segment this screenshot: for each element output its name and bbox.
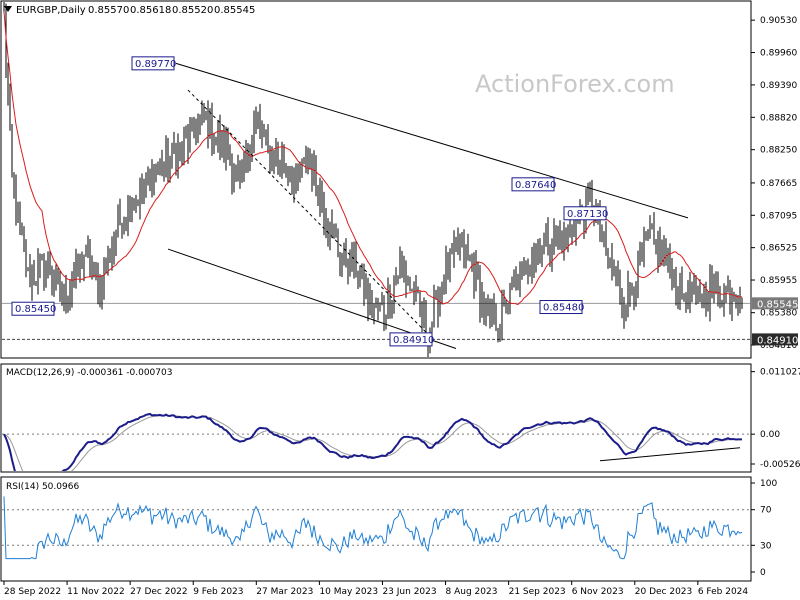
price-panel-frame bbox=[0, 0, 752, 359]
price-tick-label: 0.85380 bbox=[760, 309, 797, 319]
time-axis: 28 Sep 2022 11 Nov 2022 27 Dec 2022 9 Feb 2… bbox=[3, 581, 749, 597]
rsi-axis: 100 70 30 0 bbox=[751, 479, 777, 578]
current-price-label: 0.85545 bbox=[757, 299, 798, 310]
ohlc-low: 0.85520 bbox=[172, 5, 213, 16]
rsi-tick-label: 0 bbox=[760, 568, 766, 578]
rsi-tick-label: 70 bbox=[760, 506, 772, 516]
time-tick-label: 6 Feb 2024 bbox=[698, 587, 749, 597]
rsi-line bbox=[3, 496, 743, 560]
price-tick-label: 0.85955 bbox=[760, 276, 797, 286]
price-title: EURGBP,Daily 0.85570 0.85618 0.85520 0.8… bbox=[4, 5, 255, 16]
macd-trendline bbox=[599, 447, 741, 462]
macd-lines bbox=[3, 412, 743, 471]
symbol-label: EURGBP,Daily bbox=[16, 5, 86, 16]
macd-axis: 0.011027 0.00 -0.005267 bbox=[751, 368, 800, 470]
annotation-label: 0.84910 bbox=[393, 335, 434, 346]
support-price-badge bbox=[752, 333, 798, 346]
current-price-badge bbox=[752, 297, 798, 310]
annotation-box bbox=[389, 332, 433, 347]
annotation-box bbox=[131, 56, 175, 71]
price-tick-label: 0.89390 bbox=[760, 81, 797, 91]
rsi-tick-label: 100 bbox=[760, 479, 777, 489]
panel-frames bbox=[0, 0, 752, 582]
ohlc-open: 0.85570 bbox=[88, 5, 129, 16]
annotation-box bbox=[563, 206, 607, 221]
collapse-arrow-icon[interactable] bbox=[4, 6, 12, 12]
time-tick-label: 23 Jun 2023 bbox=[382, 587, 436, 597]
rsi-line-path bbox=[3, 496, 743, 560]
rsi-panel-frame bbox=[0, 476, 752, 582]
ohlc-close: 0.85545 bbox=[214, 5, 255, 16]
time-tick-label: 20 Dec 2023 bbox=[635, 587, 693, 597]
price-axis: 0.90530 0.89960 0.89390 0.88820 0.88250 0.876… bbox=[751, 16, 798, 351]
watermark-text: ActionForex.com bbox=[475, 70, 675, 98]
time-tick-label: 9 Feb 2023 bbox=[193, 587, 243, 597]
price-tick-label: 0.88820 bbox=[760, 113, 797, 123]
macd-main-line bbox=[3, 412, 743, 471]
ohlc-high: 0.85618 bbox=[130, 5, 171, 16]
annotation-label: 0.85480 bbox=[543, 303, 584, 314]
macd-signal-line bbox=[3, 415, 743, 471]
macd-tick-label: -0.005267 bbox=[760, 460, 800, 470]
annotation-label: 0.87640 bbox=[515, 180, 556, 191]
price-tick-label: 0.90530 bbox=[760, 16, 797, 26]
macd-tick-label: 0.011027 bbox=[760, 368, 800, 378]
rsi-title: RSI(14) 50.0966 bbox=[6, 482, 79, 492]
support-price-label: 0.84910 bbox=[757, 335, 798, 346]
time-tick-label: 10 May 2023 bbox=[319, 587, 378, 597]
time-tick-label: 28 Sep 2022 bbox=[4, 587, 61, 597]
price-annotations: 0.89770 0.85450 0.84910 0.87640 0.87130 0.854… bbox=[11, 56, 608, 347]
price-trendlines bbox=[167, 62, 689, 349]
annotation-box bbox=[539, 300, 583, 315]
annotation-label: 0.85450 bbox=[15, 304, 56, 315]
annotation-label: 0.89770 bbox=[135, 59, 176, 70]
macd-title: MACD(12,26,9) -0.000361 -0.000703 bbox=[6, 368, 172, 378]
price-tick-label: 0.88250 bbox=[760, 146, 797, 156]
time-tick-label: 27 Dec 2022 bbox=[130, 587, 188, 597]
annotation-box bbox=[11, 301, 55, 316]
macd-tick-label: 0.00 bbox=[760, 430, 780, 440]
trendline bbox=[175, 62, 689, 219]
price-tick-label: 0.84810 bbox=[760, 341, 797, 351]
rsi-tick-label: 30 bbox=[760, 541, 772, 551]
moving-average bbox=[3, 11, 743, 306]
price-tick-label: 0.87665 bbox=[760, 179, 797, 189]
macd-panel-frame bbox=[0, 363, 752, 473]
price-bars bbox=[3, 2, 743, 357]
moving-average-line bbox=[3, 11, 743, 306]
time-tick-label: 8 Aug 2023 bbox=[446, 587, 498, 597]
time-tick-label: 21 Sep 2023 bbox=[509, 587, 566, 597]
price-tick-label: 0.89960 bbox=[760, 49, 797, 59]
price-tick-label: 0.87095 bbox=[760, 211, 797, 221]
trendline bbox=[167, 248, 457, 349]
annotation-box bbox=[511, 177, 555, 192]
time-tick-label: 27 Mar 2023 bbox=[256, 587, 313, 597]
time-tick-label: 11 Nov 2022 bbox=[67, 587, 125, 597]
annotation-label: 0.87130 bbox=[567, 209, 608, 220]
price-tick-label: 0.86525 bbox=[760, 244, 797, 254]
time-tick-label: 6 Nov 2023 bbox=[572, 587, 624, 597]
